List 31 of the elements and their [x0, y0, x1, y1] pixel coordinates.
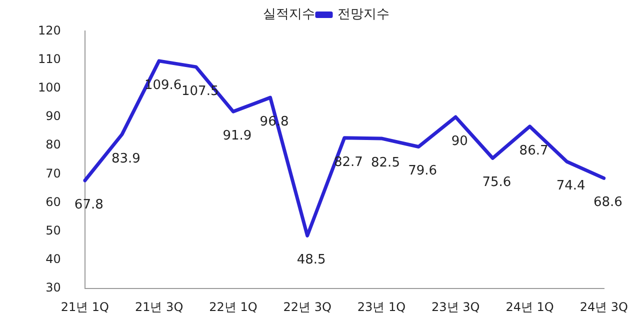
- data-label: 75.6: [482, 175, 512, 190]
- data-label: 83.9: [112, 151, 140, 166]
- y-tick-label: 90: [46, 109, 61, 124]
- y-tick-label: 80: [46, 138, 61, 152]
- data-label: 82.5: [371, 155, 400, 170]
- y-tick-label: 100: [38, 80, 61, 95]
- x-tick-label: 22년 3Q: [283, 300, 332, 314]
- data-label: 48.5: [296, 252, 326, 268]
- y-tick-label: 110: [38, 52, 61, 66]
- data-label: 68.6: [593, 195, 622, 210]
- y-tick-label: 120: [38, 23, 61, 38]
- legend-label: 전망지수: [338, 7, 390, 22]
- y-tick-label: 70: [46, 166, 61, 180]
- x-tick-label: 23년 3Q: [432, 300, 480, 314]
- text: 실적지수: [263, 7, 315, 22]
- x-tick-label: 24년 1Q: [506, 300, 554, 314]
- x-tick-label: 22년 1Q: [209, 300, 258, 314]
- x-tick-label: 24년 3Q: [580, 300, 628, 314]
- data-label: 91.9: [222, 128, 252, 144]
- data-label: 74.4: [556, 178, 586, 194]
- y-tick-label: 40: [46, 252, 61, 266]
- x-tick-label: 21년 3Q: [134, 300, 184, 314]
- y-tick-label: 50: [46, 224, 61, 238]
- x-tick-label: 21년 1Q: [60, 300, 109, 314]
- data-label: 86.7: [519, 143, 548, 158]
- x-tick-label: 23년 1Q: [357, 300, 406, 314]
- y-tick-label: 30: [46, 280, 61, 295]
- y-tick-label: 60: [46, 194, 61, 209]
- data-label: 79.6: [408, 164, 438, 179]
- data-label: 90: [451, 134, 468, 149]
- data-label: 67.8: [74, 197, 104, 212]
